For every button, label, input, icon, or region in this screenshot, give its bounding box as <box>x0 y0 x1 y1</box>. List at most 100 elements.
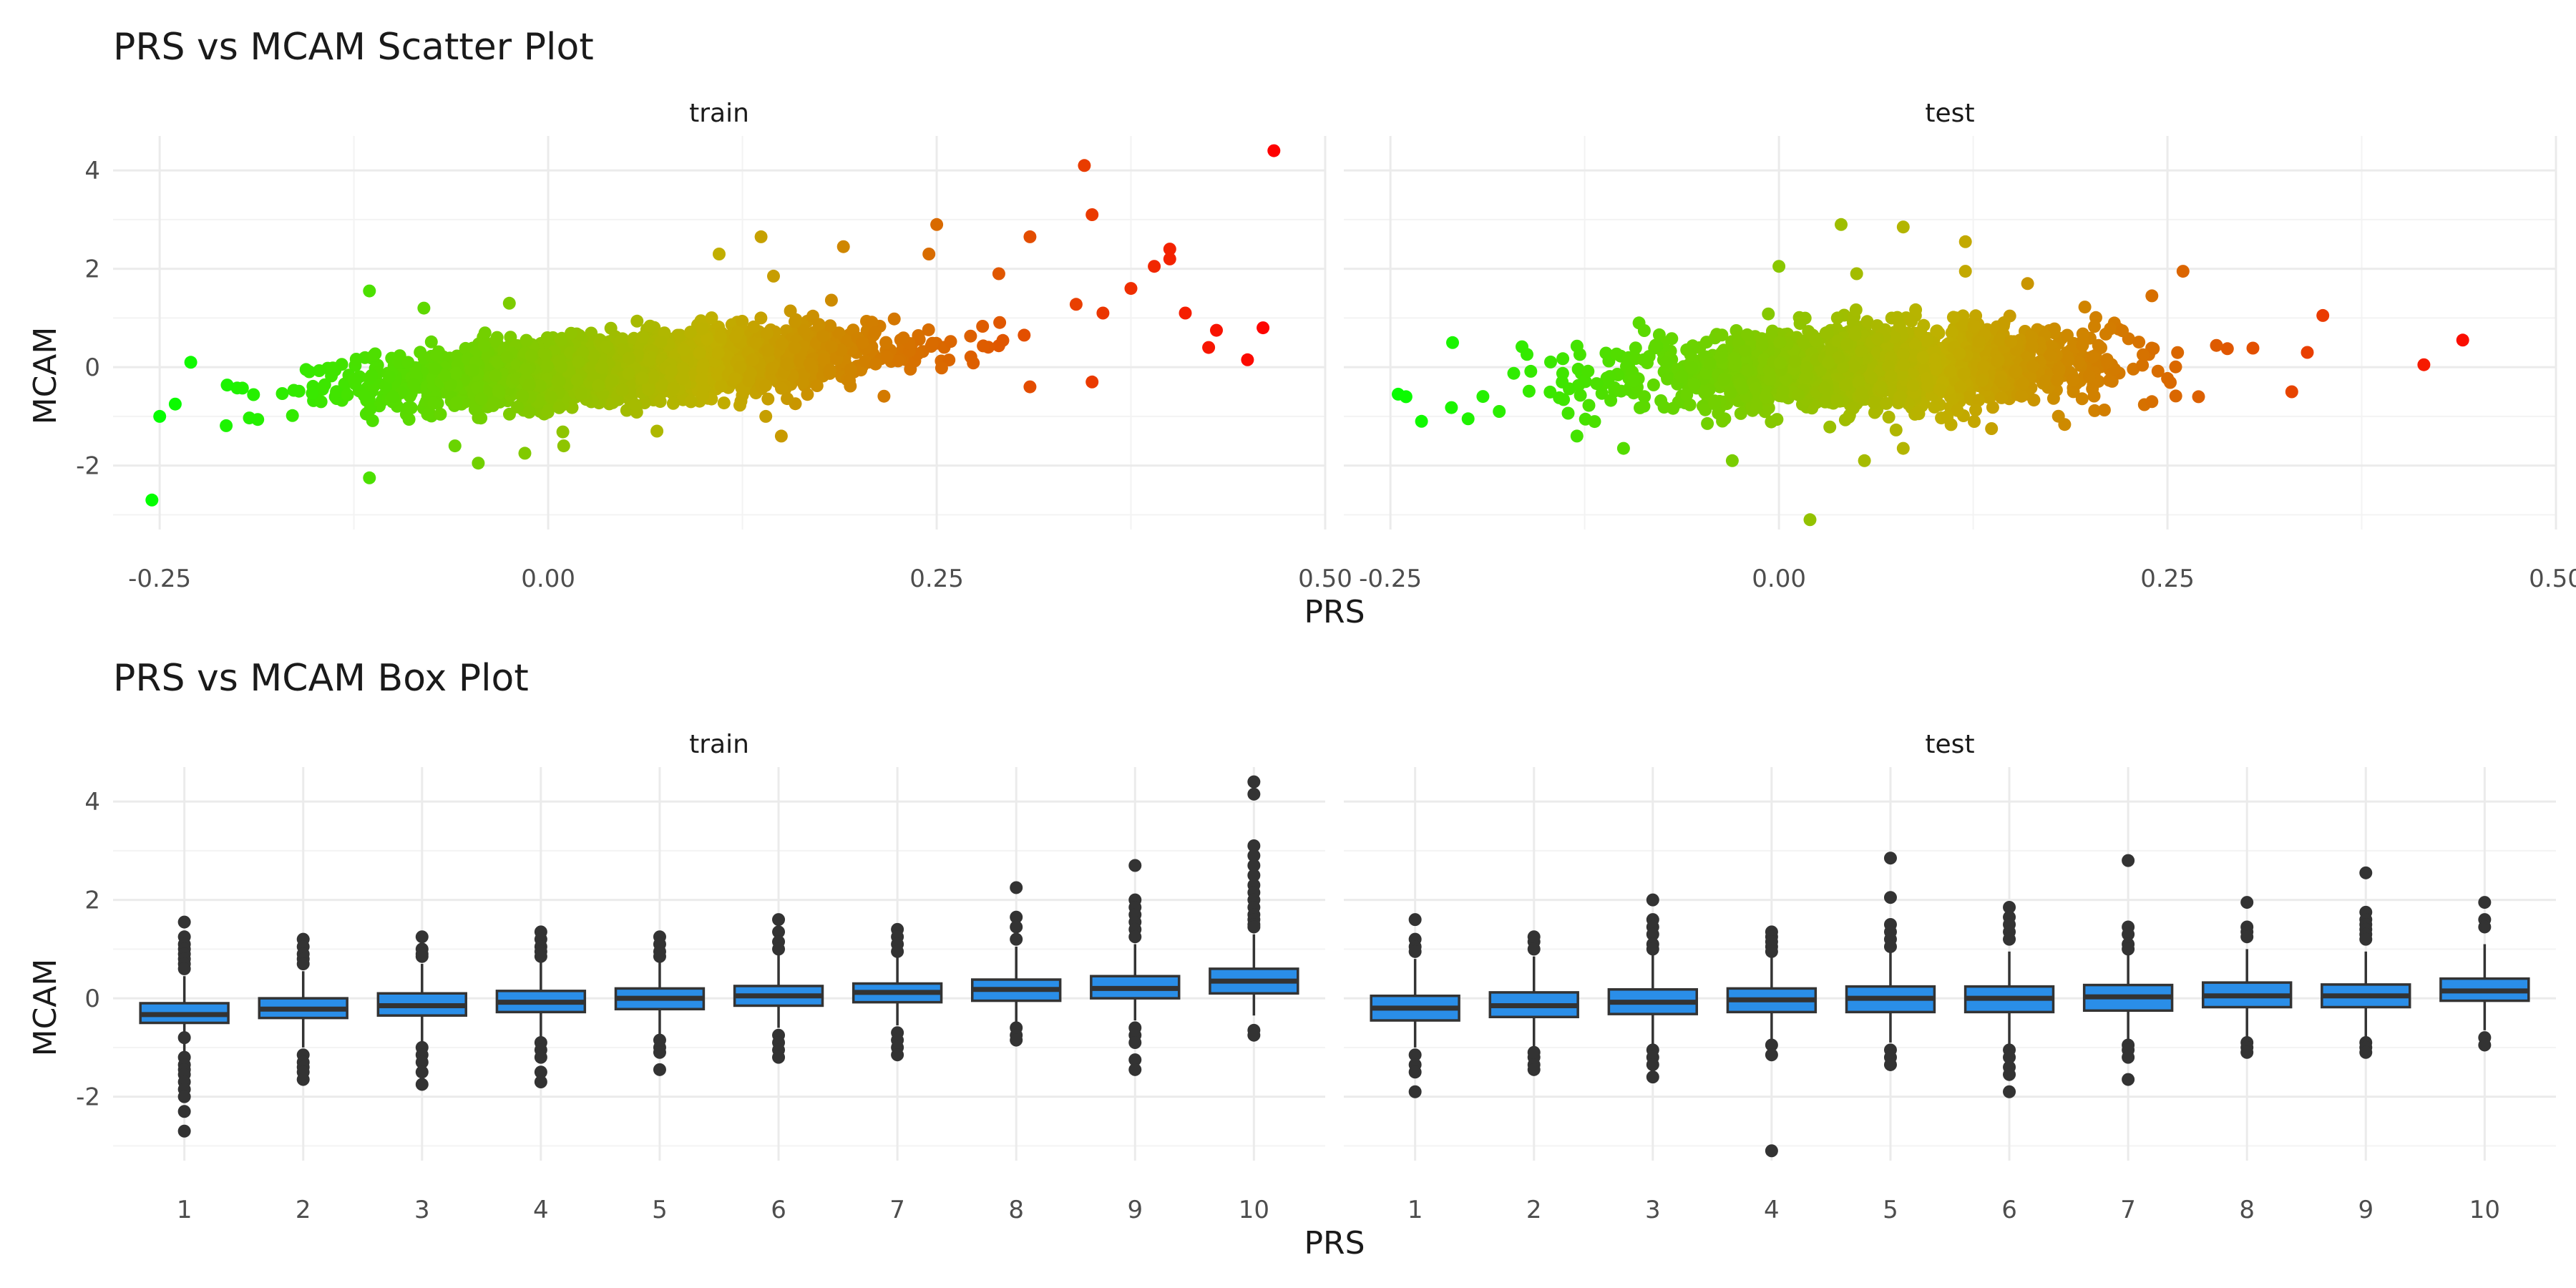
scatter-point <box>856 336 869 349</box>
boxplot-outlier <box>534 1075 547 1088</box>
scatter-point <box>1819 326 1833 340</box>
scatter-point <box>1941 410 1954 424</box>
boxplot-x-tick-label: 4 <box>533 1196 549 1224</box>
scatter-point-outlier <box>1850 267 1863 280</box>
boxplot-outlier <box>1128 1036 1142 1049</box>
scatter-point <box>996 333 1010 347</box>
scatter-point <box>1991 353 2005 367</box>
scatter-point <box>2026 359 2040 373</box>
scatter-point <box>1916 351 1930 364</box>
scatter-point <box>2082 369 2096 383</box>
scatter-point <box>1652 328 1666 341</box>
boxplot-outlier <box>2003 1050 2016 1064</box>
boxplot-box-1 <box>1370 913 1460 1098</box>
scatter-point <box>286 409 299 422</box>
scatter-point <box>459 341 472 355</box>
scatter-point <box>788 341 801 354</box>
scatter-point <box>1946 311 1960 324</box>
scatter-point <box>1847 359 1860 373</box>
scatter-point <box>2099 327 2112 341</box>
scatter-point <box>235 381 249 395</box>
scatter-point <box>1809 334 1823 347</box>
scatter-point-outlier <box>2301 346 2314 359</box>
boxplot-outlier <box>772 942 786 956</box>
scatter-point <box>516 389 530 403</box>
scatter-point <box>2039 374 2052 388</box>
scatter-point <box>2076 338 2089 352</box>
scatter-point <box>636 330 650 343</box>
scatter-point <box>736 315 749 328</box>
scatter-point <box>696 362 709 376</box>
scatter-point <box>825 340 839 353</box>
scatter-point <box>404 401 418 414</box>
boxplot-outlier <box>1646 942 1659 956</box>
scatter-point <box>816 329 830 343</box>
boxplot-outlier <box>653 1063 666 1076</box>
scatter-point <box>1976 374 1989 387</box>
boxplot-box-6 <box>733 913 824 1064</box>
boxplot-outlier <box>177 962 191 975</box>
scatter-point <box>522 406 536 419</box>
scatter-point-outlier <box>650 424 664 438</box>
scatter-point-outlier <box>145 493 159 507</box>
scatter-point <box>1945 326 1958 339</box>
boxplot-outlier <box>1408 945 1422 958</box>
scatter-point <box>1832 351 1845 365</box>
scatter-point <box>1582 399 1596 412</box>
scatter-point-outlier <box>1124 282 1138 296</box>
scatter-point <box>1986 401 1999 414</box>
boxplot-outlier <box>1128 1063 1142 1076</box>
scatter-point <box>673 328 687 342</box>
scatter-point-outlier <box>1210 323 1223 337</box>
scatter-point <box>1637 399 1651 413</box>
scatter-x-tick-label: 0.25 <box>2140 565 2195 593</box>
scatter-point <box>492 386 506 399</box>
scatter-point <box>318 378 331 391</box>
boxplot-box-5 <box>1845 852 1936 1071</box>
scatter-point <box>643 353 656 367</box>
scatter-point <box>2151 364 2165 378</box>
scatter-point <box>2086 350 2099 364</box>
scatter-point <box>1933 382 1946 396</box>
scatter-point <box>2061 328 2074 342</box>
scatter-point <box>2171 346 2185 359</box>
boxplot-outlier <box>2003 1085 2016 1098</box>
scatter-point <box>1788 354 1802 368</box>
scatter-point <box>2164 376 2177 389</box>
scatter-point <box>2015 389 2029 403</box>
scatter-point <box>220 379 234 392</box>
scatter-point <box>2169 389 2182 403</box>
scatter-point <box>487 396 501 410</box>
scatter-point <box>2246 341 2260 355</box>
boxplot-box-10 <box>1209 775 1299 1042</box>
scatter-point <box>737 384 751 398</box>
scatter-point-outlier <box>992 267 1005 280</box>
scatter-point <box>789 315 801 328</box>
scatter-point <box>824 293 838 307</box>
scatter-point <box>1871 332 1884 346</box>
scatter-point <box>1543 385 1557 399</box>
scatter-point <box>623 351 636 365</box>
boxplot-outlier <box>177 1090 191 1103</box>
scatter-point <box>1852 376 1865 389</box>
scatter-point <box>729 331 743 343</box>
scatter-point <box>1703 357 1717 371</box>
scatter-point-outlier <box>1202 341 1216 354</box>
scatter-point <box>1928 344 1941 358</box>
scatter-point <box>824 319 837 333</box>
boxplot-outlier <box>1883 852 1897 865</box>
boxplot-outlier <box>2122 942 2135 956</box>
scatter-point <box>935 361 948 375</box>
scatter-point <box>1800 361 1813 375</box>
scatter-point <box>1724 386 1737 400</box>
boxplot-outlier <box>2122 854 2135 867</box>
scatter-point <box>2078 301 2092 314</box>
scatter-point <box>434 407 447 421</box>
boxplot-outlier <box>1646 927 1659 941</box>
scatter-point <box>328 364 342 377</box>
scatter-point <box>1890 311 1904 324</box>
scatter-point <box>587 369 600 383</box>
scatter-point <box>746 353 759 366</box>
scatter-point <box>630 314 644 328</box>
